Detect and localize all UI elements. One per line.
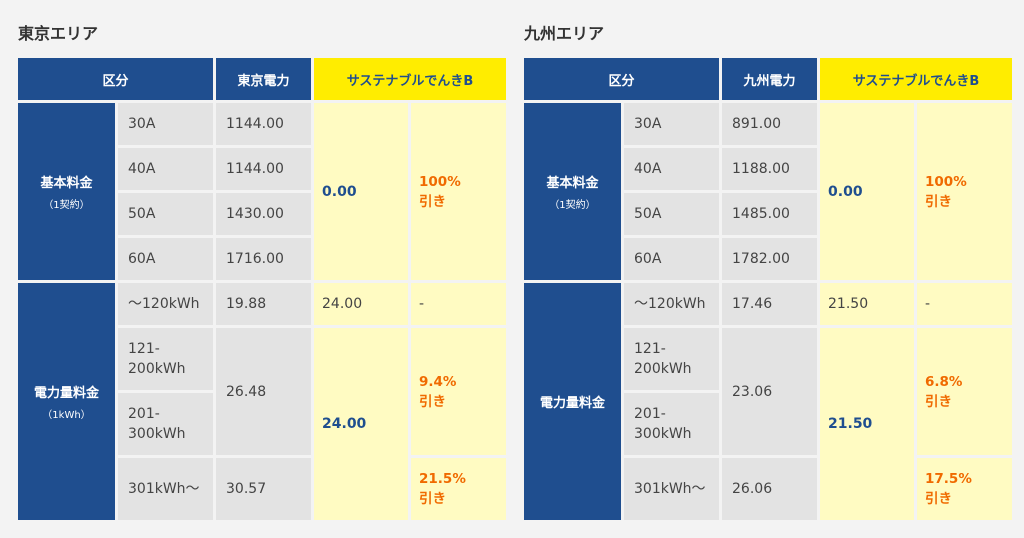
header-row: 区分 東京電力 サステナブルでんきB: [18, 58, 507, 100]
table-row: 電力量料金 （1kWh） 〜120kWh 19.88 24.00 -: [18, 283, 507, 520]
price-cell: 1144.00: [216, 103, 312, 145]
discount-cell: 21.5% 引き: [411, 458, 507, 520]
plan-price-cell: 21.50: [820, 283, 915, 325]
price-cell: 1782.00: [722, 238, 818, 280]
category-label: 基本料金: [40, 176, 93, 191]
plan-basic-price: 0.00: [314, 103, 409, 280]
amp-cell: 40A: [624, 148, 720, 190]
amp-cell: 30A: [624, 103, 720, 145]
plan-basic-price: 0.00: [820, 103, 915, 280]
discount-cell: -: [917, 283, 1013, 325]
category-sub: （1契約）: [43, 200, 90, 211]
amp-cell: 30A: [118, 103, 214, 145]
range-cell: 201- 300kWh: [624, 393, 720, 455]
table-row: 40A 1188.00: [524, 148, 1012, 190]
header-category: 区分: [18, 58, 214, 100]
table-row: 40A 1144.00: [18, 148, 506, 190]
category-sub: （1契約）: [549, 200, 596, 211]
range-cell: 〜120kWh: [624, 283, 720, 325]
discount-cell: 9.4% 引き: [411, 328, 507, 455]
discount-cell: -: [411, 283, 507, 325]
price-cell: 23.06: [722, 328, 818, 455]
range-cell: 121- 200kWh: [624, 328, 720, 390]
table-row: 50A 1430.00: [18, 193, 506, 235]
range-cell: 121- 200kWh: [118, 328, 214, 390]
category-label: 電力量料金: [539, 396, 605, 411]
range-cell: 201- 300kWh: [118, 393, 214, 455]
amp-cell: 50A: [624, 193, 720, 235]
plan-price-cell: 24.00: [314, 283, 409, 325]
header-plan: サステナブルでんきB: [314, 58, 507, 100]
table-row: 60A 1782.00: [524, 238, 1012, 280]
table-row: 60A 1716.00: [18, 238, 506, 280]
table-row: 121- 200kWh 26.48 24.00 9.4% 引き: [18, 328, 507, 520]
price-cell: 1485.00: [722, 193, 818, 235]
table-row: 基本料金 （1契約） 30A 1144.00 0.00 100% 引き: [18, 103, 507, 280]
header-category: 区分: [524, 58, 720, 100]
table-row: 301kWh〜 30.57 21.5% 引き: [18, 458, 507, 520]
price-table: 区分 九州電力 サステナブルでんきB 基本料金 （1契約） 30A 891.00…: [521, 55, 1015, 523]
discount-cell: 17.5% 引き: [917, 458, 1013, 520]
energy-fee-category: 電力量料金: [524, 283, 621, 520]
price-cell: 26.06: [722, 458, 818, 520]
category-label: 電力量料金: [33, 386, 99, 401]
price-cell: 1188.00: [722, 148, 818, 190]
amp-cell: 50A: [118, 193, 214, 235]
range-cell: 301kWh〜: [118, 458, 214, 520]
price-cell: 1430.00: [216, 193, 312, 235]
amp-cell: 40A: [118, 148, 214, 190]
table-row: 50A 1485.00: [524, 193, 1012, 235]
table-row: 電力量料金 〜120kWh 17.46 21.50 -: [524, 283, 1013, 520]
energy-fee-category: 電力量料金 （1kWh）: [18, 283, 115, 520]
table-row: 201- 300kWh: [18, 393, 506, 455]
amp-cell: 60A: [118, 238, 214, 280]
basic-fee-category: 基本料金 （1契約）: [18, 103, 115, 280]
price-cell: 19.88: [216, 283, 312, 325]
plan-energy-price: 24.00: [314, 328, 409, 520]
price-cell: 30.57: [216, 458, 312, 520]
header-row: 区分 九州電力 サステナブルでんきB: [524, 58, 1013, 100]
header-utility: 九州電力: [722, 58, 818, 100]
basic-fee-category: 基本料金 （1契約）: [524, 103, 621, 280]
price-cell: 1144.00: [216, 148, 312, 190]
amp-cell: 60A: [624, 238, 720, 280]
table-row: 301kWh〜 26.06 17.5% 引き: [524, 458, 1013, 520]
basic-discount: 100% 引き: [411, 103, 507, 280]
price-cell: 17.46: [722, 283, 818, 325]
range-cell: 301kWh〜: [624, 458, 720, 520]
table-row: 基本料金 （1契約） 30A 891.00 0.00 100% 引き: [524, 103, 1013, 280]
price-cell: 26.48: [216, 328, 312, 455]
header-utility: 東京電力: [216, 58, 312, 100]
area-title: 東京エリア: [18, 24, 99, 43]
price-cell: 1716.00: [216, 238, 312, 280]
plan-energy-price: 21.50: [820, 328, 915, 520]
header-plan: サステナブルでんきB: [820, 58, 1013, 100]
area-title: 九州エリア: [524, 24, 605, 43]
price-table: 区分 東京電力 サステナブルでんきB 基本料金 （1契約） 30A 1144.0…: [15, 55, 509, 523]
range-cell: 〜120kWh: [118, 283, 214, 325]
basic-discount: 100% 引き: [917, 103, 1013, 280]
category-label: 基本料金: [546, 176, 599, 191]
table-row: 121- 200kWh 23.06 21.50 6.8% 引き: [524, 328, 1013, 520]
table-row: 201- 300kWh: [524, 393, 1012, 455]
price-cell: 891.00: [722, 103, 818, 145]
category-sub: （1kWh）: [42, 410, 91, 421]
discount-cell: 6.8% 引き: [917, 328, 1013, 455]
